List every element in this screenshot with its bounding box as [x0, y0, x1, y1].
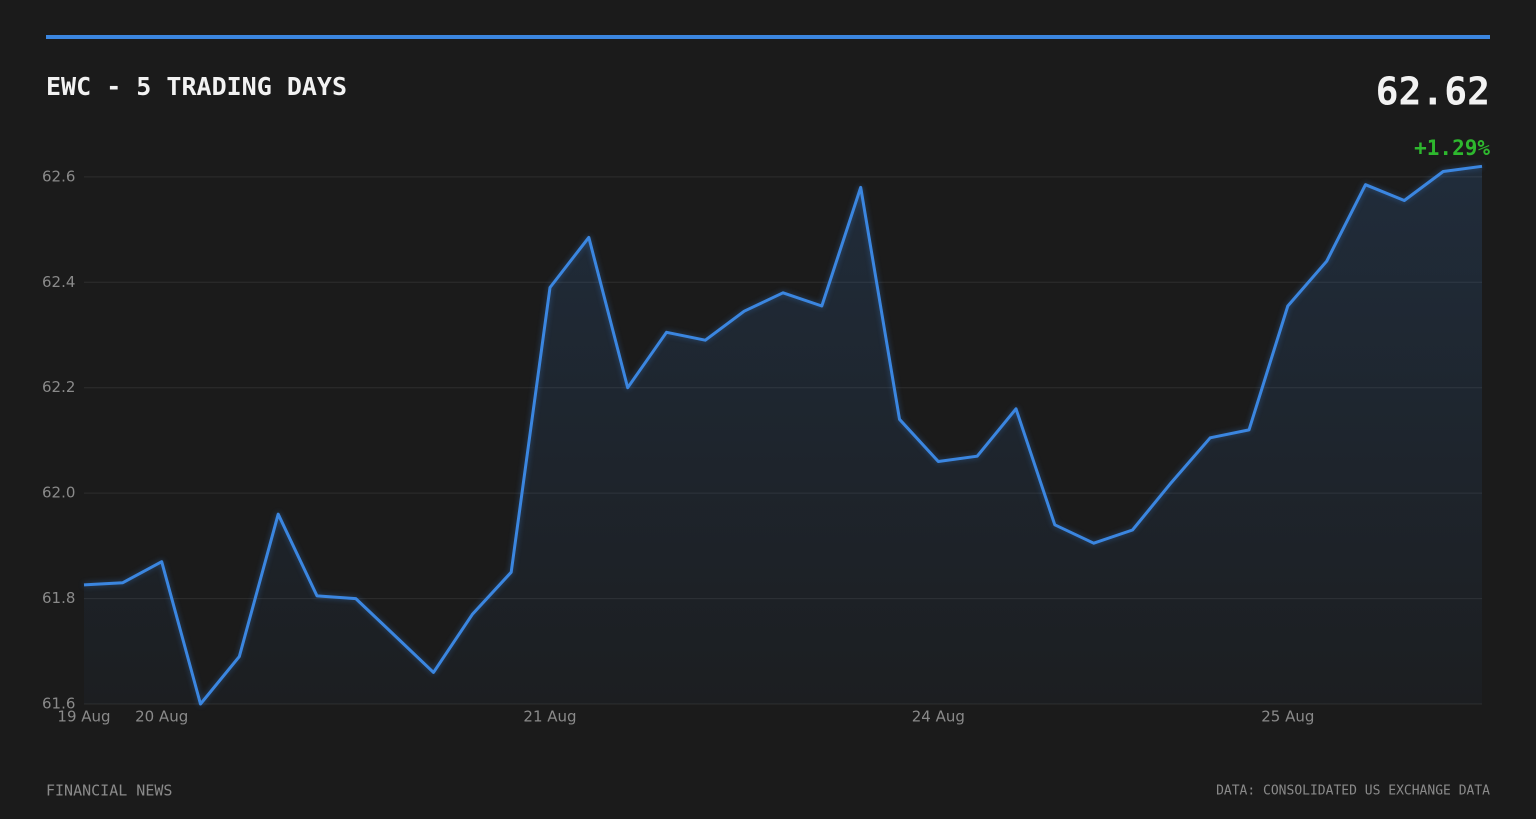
y-tick-label: 61.6 — [42, 695, 75, 713]
line — [83, 164, 1483, 706]
chart-title: EWC - 5 TRADING DAYS — [46, 72, 347, 101]
top-rule — [46, 35, 1490, 39]
change: +1.29% — [1414, 136, 1490, 160]
x-tick-label: 24 Aug — [912, 708, 965, 726]
area — [84, 166, 1482, 705]
x-tick-label: 19 Aug — [57, 708, 110, 726]
y-tick-label: 62.2 — [42, 378, 75, 396]
x-tick-label: 20 Aug — [135, 708, 188, 726]
y-tick-label: 61.8 — [42, 589, 75, 607]
price: 62.62 — [1376, 70, 1490, 114]
x-tick-label: 21 Aug — [523, 708, 576, 726]
x-tick-label: 25 Aug — [1261, 708, 1314, 726]
source: DATA: CONSOLIDATED US EXCHANGE DATA — [1216, 784, 1490, 799]
y-tick-label: 62.0 — [42, 484, 75, 502]
footer-left: FINANCIAL NEWS — [46, 782, 172, 800]
y-tick-label: 62.6 — [42, 167, 75, 185]
y-tick-label: 62.4 — [42, 273, 75, 291]
